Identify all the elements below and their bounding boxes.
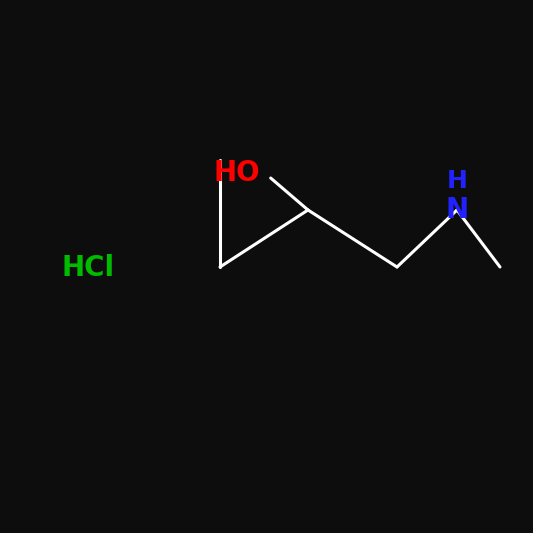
Text: HO: HO [213, 159, 260, 187]
Text: H: H [447, 168, 467, 193]
Text: N: N [446, 196, 469, 224]
Text: HCl: HCl [61, 254, 115, 281]
